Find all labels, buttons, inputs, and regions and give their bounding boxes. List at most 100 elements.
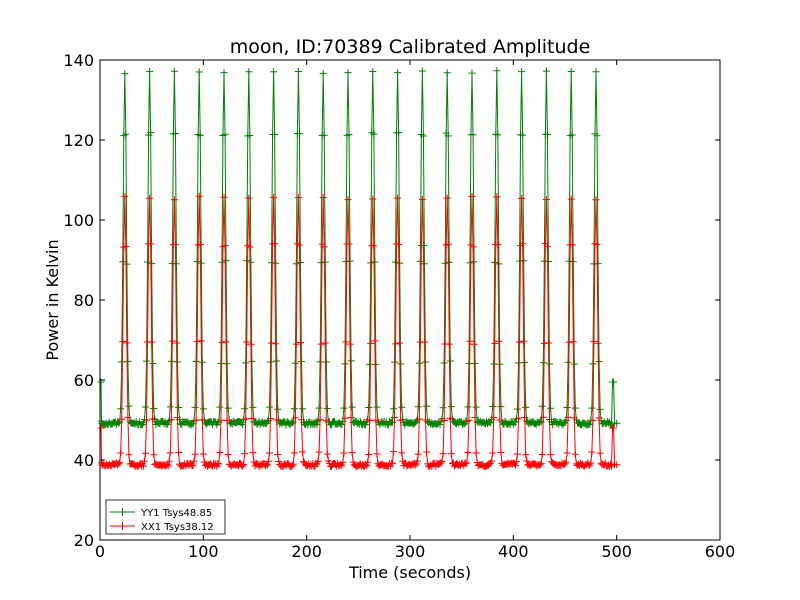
data-point: [323, 450, 331, 458]
data-point: [291, 414, 299, 422]
data-point: [471, 359, 479, 367]
data-point: [296, 338, 304, 346]
data-point: [419, 132, 427, 140]
data-point: [273, 357, 281, 365]
ticks-layer: 0 100 200 300 400 500 600 20 40 60 80 100 120 140: [63, 51, 735, 561]
data-point: [567, 195, 575, 203]
data-point: [497, 449, 505, 457]
chart-title: moon, ID:70389 Calibrated Amplitude: [230, 36, 591, 58]
data-point: [345, 131, 353, 139]
x-tick-label: 100: [188, 542, 219, 561]
data-point: [118, 415, 126, 423]
data-point: [339, 458, 347, 466]
data-point: [495, 337, 503, 345]
data-point: [441, 259, 449, 267]
data-point: [121, 70, 129, 78]
data-point: [414, 403, 422, 411]
data-point: [463, 459, 471, 467]
data-point: [215, 460, 223, 468]
data-point: [464, 403, 472, 411]
data-point: [369, 195, 377, 203]
data-point: [389, 448, 397, 456]
data-point: [290, 449, 298, 457]
data-point: [221, 242, 229, 250]
data-point: [296, 258, 304, 266]
data-point: [367, 259, 375, 267]
legend-label: YY1 Tsys48.85: [140, 508, 212, 519]
data-point: [370, 242, 378, 250]
data-point: [439, 404, 447, 412]
data-point: [265, 449, 273, 457]
data-point: [115, 419, 123, 427]
data-point: [272, 259, 280, 267]
data-point: [321, 258, 329, 266]
data-point: [216, 448, 224, 456]
data-point: [563, 449, 571, 457]
data-point: [124, 413, 132, 421]
data-point: [523, 457, 531, 465]
y-tick-label: 20: [74, 531, 94, 550]
data-point: [122, 243, 130, 251]
y-tick-label: 60: [74, 371, 94, 390]
data-point: [593, 132, 601, 140]
data-point: [242, 359, 250, 367]
data-point: [245, 68, 253, 76]
data-point: [313, 421, 321, 429]
data-point: [294, 67, 302, 75]
data-point: [392, 258, 400, 266]
data-point: [542, 67, 550, 75]
data-point: [519, 131, 527, 139]
data-point: [542, 195, 550, 203]
data-point: [298, 416, 305, 424]
data-point: [341, 360, 349, 368]
data-point: [497, 403, 505, 411]
data-point: [563, 404, 571, 412]
data-point: [344, 196, 352, 204]
data-point: [218, 338, 226, 346]
data-point: [493, 67, 501, 75]
data-point: [391, 358, 398, 366]
data-point: [547, 404, 555, 412]
data-point: [567, 68, 575, 76]
data-point: [446, 357, 454, 365]
data-point: [170, 67, 178, 75]
series-1: [97, 192, 621, 471]
data-point: [488, 457, 496, 465]
data-point: [267, 358, 274, 366]
data-point: [422, 416, 429, 424]
data-point: [397, 416, 405, 424]
data-point: [472, 449, 480, 457]
plot-frame: [99, 59, 721, 541]
data-point: [290, 405, 298, 413]
legend-entry: XX1 Tsys38.12: [110, 522, 214, 533]
data-point: [217, 416, 225, 424]
data-point: [490, 360, 498, 368]
data-point: [271, 131, 279, 139]
data-point: [539, 413, 547, 421]
x-tick-label: 0: [95, 542, 105, 561]
data-point: [346, 340, 354, 348]
data-point: [345, 240, 353, 248]
data-point: [148, 338, 156, 346]
data-point: [268, 339, 276, 347]
data-point: [222, 257, 230, 265]
data-point: [495, 260, 503, 268]
data-point: [394, 69, 402, 77]
data-point: [546, 360, 553, 368]
data-point: [518, 68, 526, 76]
data-point: [373, 450, 381, 458]
data-point: [489, 449, 497, 457]
data-point: [397, 360, 405, 368]
data-point: [338, 421, 346, 429]
data-point: [220, 193, 228, 201]
data-point: [443, 194, 451, 202]
data-point: [520, 257, 528, 265]
data-point: [586, 420, 594, 428]
data-point: [195, 192, 203, 200]
x-tick-label: 300: [395, 542, 426, 561]
data-point: [537, 460, 545, 468]
data-point: [512, 458, 520, 466]
data-point: [418, 195, 426, 203]
data-point: [242, 415, 250, 423]
